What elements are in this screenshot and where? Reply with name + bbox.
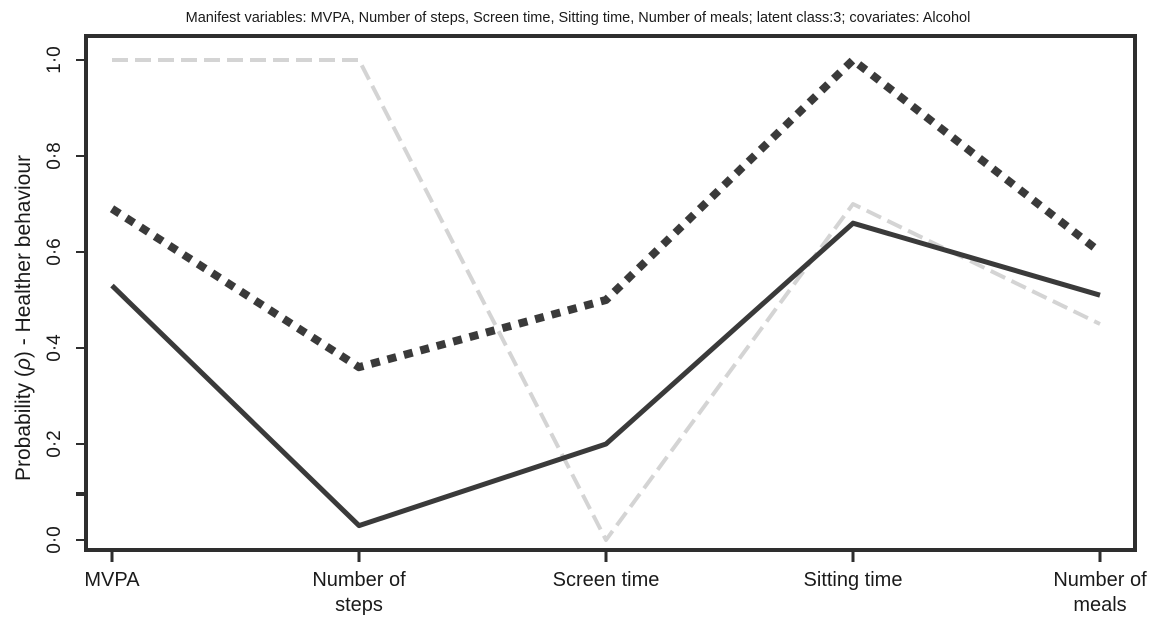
series-lines [109,56,1103,542]
y-axis-label-suffix: ) - Healther behaviour [12,155,35,358]
series-line-dashed [112,58,1101,542]
y-tick-label: 0·4 [44,334,65,362]
y-axis-label-prefix: Probability ( [12,370,35,481]
x-tick-label: Screen time [553,569,660,591]
chart-title: Manifest variables: MVPA, Number of step… [186,10,971,26]
x-tick-label-line: Screen time [553,569,660,591]
y-tick-label: 0·8 [44,142,65,169]
y-tick-label: 1·0 [44,46,65,73]
x-tick-label: Number of steps [312,569,406,616]
x-tick-label: Sitting time [804,569,903,591]
series-line-dotted [109,56,1103,372]
plot-frame [84,34,1137,552]
x-tick-label-line: Number of [1053,569,1147,591]
x-tick-label-line: Number of [312,569,406,591]
x-axis-ticks: MVPA Number of steps Screen time Sitting tim… [84,550,1147,616]
y-axis-label-symbol: ρ [12,358,35,371]
series-line-solid [110,220,1101,529]
x-tick-label: Number of meals [1053,569,1147,616]
x-tick-label-line: MVPA [84,569,140,591]
y-tick-label: 0·0 [44,526,65,553]
x-tick-label-line: steps [335,594,383,616]
y-tick-label: 0·2 [44,430,65,457]
x-tick-label-line: meals [1073,594,1126,616]
y-tick-label: 0·6 [44,238,65,265]
x-tick-label: MVPA [84,569,140,591]
y-axis-label: Probability (ρ) - Healther behaviour [12,155,35,481]
y-axis-ticks: 0·0 0·2 0·4 0·6 0·8 1·0 [44,46,86,554]
x-tick-label-line: Sitting time [804,569,903,591]
